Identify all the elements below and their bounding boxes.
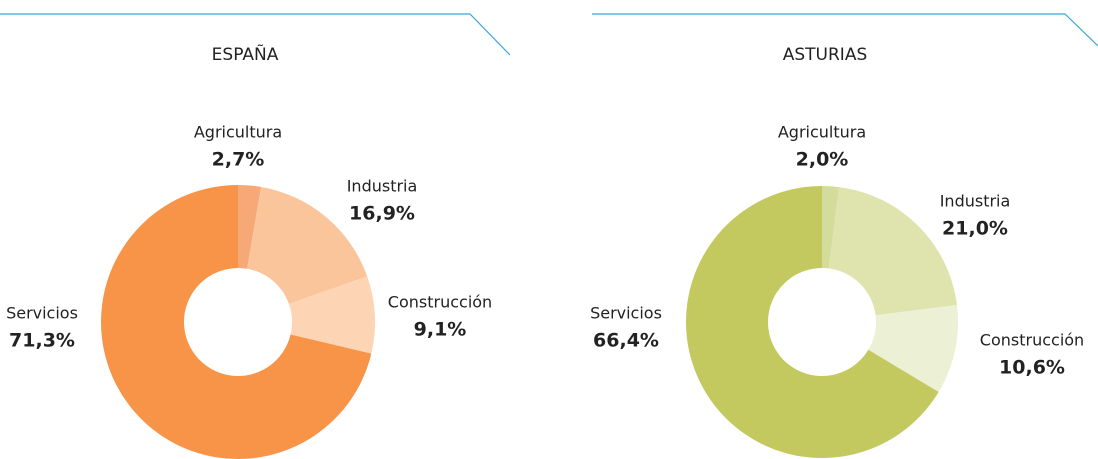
donut-slice <box>868 304 959 392</box>
donut-slice <box>100 185 372 459</box>
donut-slice <box>686 185 939 458</box>
slice-category: Construcción <box>388 293 492 312</box>
slice-category: Servicios <box>6 304 78 323</box>
slice-value: 66,4% <box>593 330 659 352</box>
slice-category: Industria <box>347 177 418 196</box>
chart-title: ESPAÑA <box>212 43 279 65</box>
donut-slice <box>822 186 840 269</box>
slice-category: Agricultura <box>778 123 866 142</box>
header-rule <box>592 13 1098 47</box>
donut-slice <box>238 185 262 269</box>
header-rule <box>0 13 511 56</box>
donut-slice <box>247 186 368 305</box>
slice-category: Industria <box>940 192 1011 211</box>
donut-slice <box>288 276 375 354</box>
slice-value: 10,6% <box>999 357 1065 379</box>
slice-value: 2,0% <box>796 149 849 171</box>
slice-value: 2,7% <box>212 149 265 171</box>
slice-value: 9,1% <box>414 319 467 341</box>
slice-value: 16,9% <box>349 203 415 225</box>
chart-title: ASTURIAS <box>783 45 868 65</box>
slice-category: Agricultura <box>194 123 282 142</box>
slice-category: Servicios <box>590 304 662 323</box>
slice-value: 21,0% <box>942 218 1008 240</box>
slice-category: Construcción <box>980 331 1084 350</box>
donut-slice <box>828 187 957 316</box>
slice-value: 71,3% <box>9 330 75 352</box>
